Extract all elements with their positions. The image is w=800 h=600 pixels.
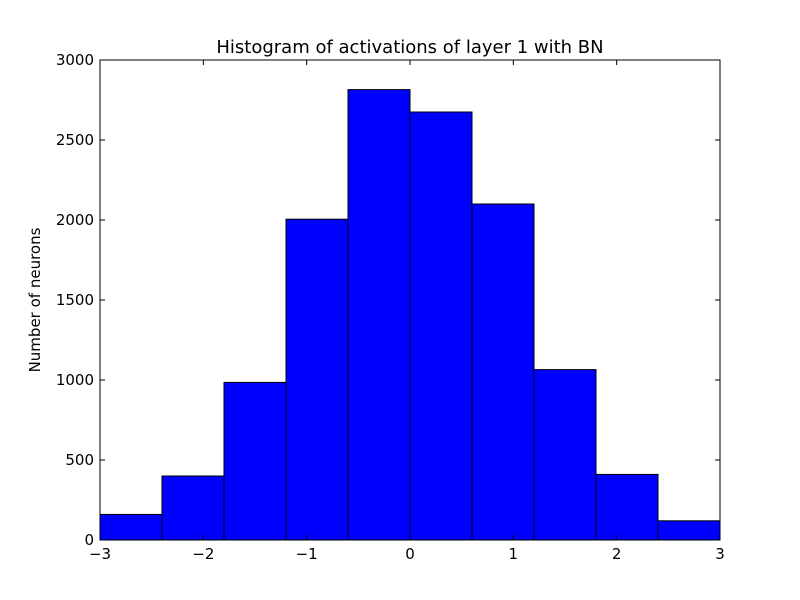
y-tick-label: 1000 <box>56 371 94 389</box>
histogram-bar <box>657 520 721 541</box>
y-tick-label: 500 <box>65 451 94 469</box>
histogram-bar <box>409 111 473 541</box>
x-tick-label: −1 <box>296 545 318 563</box>
histogram-bar <box>595 473 659 541</box>
x-tick-label: 2 <box>612 545 622 563</box>
y-tick-label: 2500 <box>56 131 94 149</box>
x-tick-label: −2 <box>192 545 214 563</box>
y-tick-label: 2000 <box>56 211 94 229</box>
x-tick-label: 0 <box>405 545 415 563</box>
y-tick-label: 0 <box>84 531 94 549</box>
histogram-bar <box>161 475 225 541</box>
histogram-bar <box>285 218 349 541</box>
histogram-bar <box>99 513 163 541</box>
y-tick-label: 3000 <box>56 51 94 69</box>
ticks-group: −3 −2 −1 0 1 2 3 0 500 1000 1500 2000 2500 3000 <box>56 51 725 563</box>
histogram-bar <box>347 89 411 541</box>
bars-group <box>99 89 721 541</box>
chart-title: Histogram of activations of layer 1 with… <box>216 37 603 58</box>
x-tick-label: −3 <box>89 545 111 563</box>
x-tick-label: 3 <box>715 545 725 563</box>
histogram-bar <box>533 369 597 541</box>
x-tick-label: 1 <box>509 545 519 563</box>
histogram-bar <box>471 203 535 541</box>
plot-frame <box>99 59 721 541</box>
histogram-bar <box>223 381 287 541</box>
y-tick-label: 1500 <box>56 291 94 309</box>
y-axis-title: Number of neurons <box>26 227 44 372</box>
